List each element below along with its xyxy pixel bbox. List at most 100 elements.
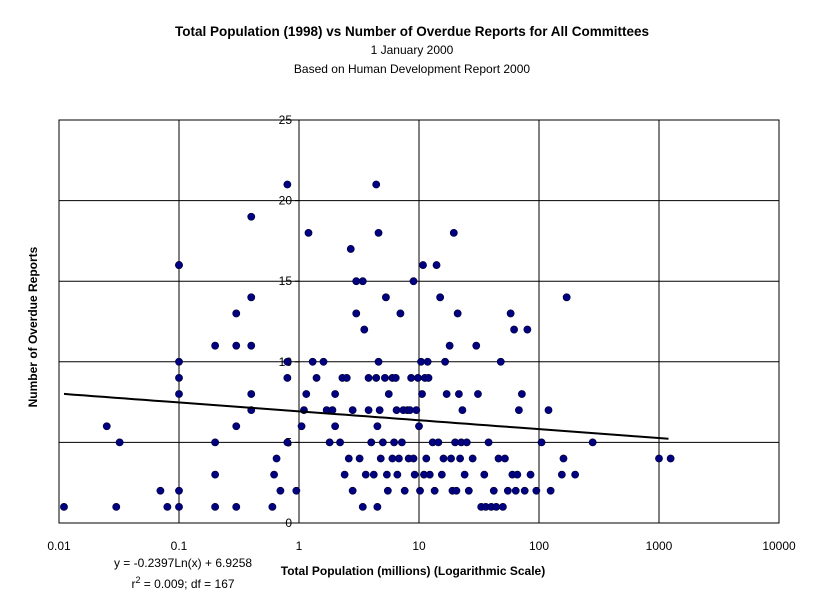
- y-tick-label-5: 25: [279, 113, 293, 127]
- data-point-133: [464, 486, 473, 495]
- data-point-49: [340, 470, 349, 479]
- data-point-113: [432, 261, 441, 269]
- data-point-125: [452, 486, 461, 495]
- data-point-51: [344, 454, 353, 463]
- data-point-148: [503, 486, 512, 495]
- data-point-33: [283, 180, 292, 189]
- chart-subtitle-date: 1 January 2000: [370, 43, 454, 57]
- x-tick-label-2: 1: [296, 539, 303, 553]
- data-point-160: [537, 438, 546, 447]
- data-point-31: [283, 374, 292, 382]
- data-point-53: [348, 406, 357, 415]
- data-point-153: [513, 470, 522, 479]
- trendline-group: [63, 392, 669, 440]
- data-point-131: [460, 470, 469, 479]
- data-point-27: [270, 470, 278, 479]
- data-point-166: [571, 470, 580, 479]
- data-point-108: [423, 357, 432, 366]
- data-point-67: [372, 180, 381, 189]
- data-point-95: [409, 277, 418, 286]
- data-point-90: [400, 486, 409, 495]
- data-point-46: [331, 390, 340, 398]
- data-point-62: [364, 374, 373, 382]
- x-tick-label-5: 1000: [646, 539, 673, 553]
- data-point-83: [391, 374, 400, 382]
- data-point-163: [557, 470, 566, 479]
- data-point-23: [247, 341, 256, 350]
- data-point-114: [434, 438, 443, 447]
- y-tick-label-0: 0: [285, 516, 292, 530]
- data-point-164: [559, 454, 568, 463]
- data-point-68: [373, 502, 382, 511]
- data-point-8: [175, 390, 183, 398]
- y-tick-label-3: 15: [279, 274, 293, 288]
- chart-title: Total Population (1998) vs Number of Ove…: [174, 24, 650, 39]
- trendline-formula: y = -0.2397Ln(x) + 6.9258: [113, 556, 253, 570]
- data-point-39: [308, 357, 317, 366]
- data-point-97: [410, 470, 419, 479]
- data-point-147: [501, 454, 509, 463]
- data-point-98: [412, 406, 421, 415]
- data-point-63: [364, 406, 373, 415]
- data-point-132: [462, 438, 471, 447]
- data-point-167: [588, 438, 597, 447]
- data-point-65: [369, 470, 378, 479]
- data-point-58: [358, 502, 367, 511]
- x-tick-label-3: 10: [412, 539, 426, 553]
- data-point-19: [232, 341, 241, 350]
- data-point-86: [395, 454, 403, 463]
- data-point-76: [382, 293, 390, 302]
- data-point-120: [445, 341, 454, 350]
- data-point-88: [397, 438, 406, 447]
- data-point-9: [175, 374, 183, 382]
- x-axis-ticks: 0.01 0.1 1 10 100 1000 10000: [47, 539, 796, 553]
- data-point-121: [447, 454, 455, 463]
- data-point-18: [232, 422, 241, 431]
- stats-value: = 0.009; df = 167: [140, 577, 235, 591]
- data-point-107: [422, 454, 431, 463]
- data-point-80: [388, 454, 397, 463]
- data-points: [60, 180, 675, 511]
- plot-area-border: [58, 119, 780, 524]
- data-point-161: [544, 406, 553, 415]
- data-point-155: [517, 390, 526, 398]
- data-point-10: [175, 357, 183, 366]
- chart-subtitle-source: Based on Human Development Report 2000: [293, 62, 531, 76]
- data-point-169: [666, 454, 675, 463]
- data-point-136: [474, 390, 482, 398]
- data-point-72: [375, 406, 384, 415]
- data-point-151: [510, 325, 518, 334]
- data-point-115: [436, 293, 445, 302]
- data-point-127: [454, 390, 463, 398]
- x-axis-label: Total Population (millions) (Logarithmic…: [280, 564, 546, 578]
- data-point-30: [283, 438, 292, 447]
- data-point-16: [211, 341, 220, 350]
- data-point-14: [211, 470, 220, 479]
- x-tick-label-4: 100: [529, 539, 549, 553]
- data-point-45: [331, 422, 340, 431]
- data-point-135: [472, 341, 481, 350]
- data-point-118: [441, 357, 449, 366]
- data-point-119: [442, 390, 451, 398]
- data-point-79: [384, 390, 393, 398]
- data-point-159: [532, 486, 541, 495]
- data-point-15: [211, 438, 220, 447]
- data-point-61: [361, 470, 370, 479]
- data-point-128: [456, 454, 464, 463]
- data-point-84: [392, 406, 401, 415]
- data-point-94: [407, 374, 416, 382]
- trendline-equation: y = -0.2397Ln(x) + 6.9258 r2 = 0.009; df…: [98, 555, 268, 593]
- data-point-82: [390, 438, 398, 447]
- data-point-29: [276, 486, 285, 495]
- data-point-77: [382, 470, 391, 479]
- data-point-154: [515, 406, 523, 415]
- data-point-75: [381, 374, 389, 382]
- data-point-2: [112, 502, 121, 511]
- data-point-102: [417, 357, 425, 366]
- data-point-70: [374, 228, 383, 237]
- data-point-130: [458, 406, 467, 415]
- r-label: r: [131, 577, 136, 591]
- data-point-103: [418, 390, 426, 398]
- x-tick-label-0: 0.01: [47, 539, 71, 553]
